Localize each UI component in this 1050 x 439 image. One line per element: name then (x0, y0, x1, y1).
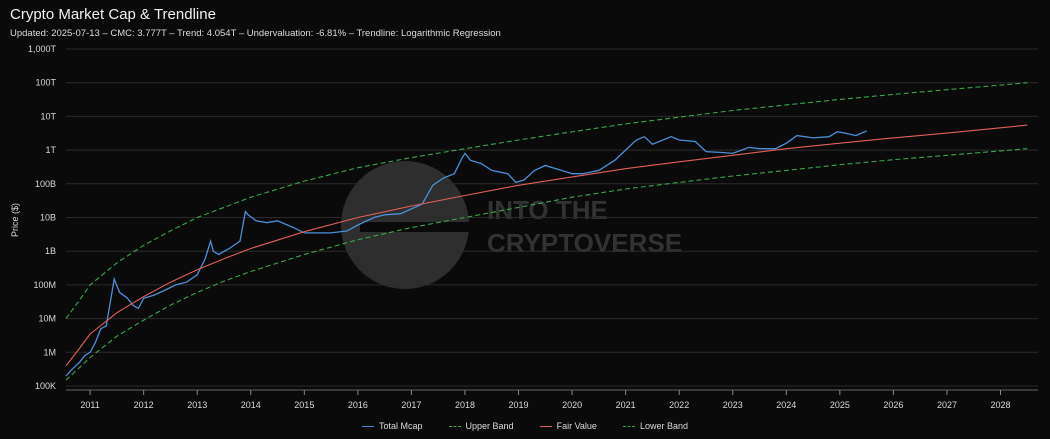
y-axis-label: Price ($) (10, 203, 20, 237)
x-tick-label: 2027 (937, 400, 957, 410)
x-tick-label: 2025 (830, 400, 850, 410)
series-lines (65, 82, 1028, 381)
y-tick-label: 1M (43, 347, 56, 357)
x-tick-label: 2011 (80, 400, 99, 410)
x-tick-label: 2028 (990, 400, 1010, 410)
y-tick-label: 100B (35, 179, 56, 189)
legend-swatch-icon (448, 425, 461, 427)
x-tick-label: 2024 (776, 400, 796, 410)
y-tick-label: 1B (45, 246, 56, 256)
chart-subtitle: Updated: 2025-07-13 – CMC: 3.777T – Tren… (10, 28, 501, 39)
watermark-text-line2: CRYPTOVERSE (487, 228, 682, 258)
x-tick-label: 2020 (562, 400, 582, 410)
x-tick-label: 2012 (134, 400, 154, 410)
y-axis-ticks: 100K 1M 10M 100M 1B 10B 100B 1T 10T 100T 1,000T (28, 44, 57, 391)
x-tick-label: 2021 (616, 400, 636, 410)
x-tick-label: 2013 (187, 400, 207, 410)
y-tick-label: 100M (33, 280, 56, 290)
chart-title: Crypto Market Cap & Trendline (10, 6, 216, 23)
y-tick-label: 10B (40, 213, 56, 223)
y-tick-label: 10T (40, 111, 56, 121)
grid-lines (66, 48, 1038, 387)
y-tick-label: 100K (35, 381, 56, 391)
y-tick-label: 1,000T (28, 44, 57, 54)
legend-label: Total Mcap (379, 421, 423, 431)
x-tick-label: 2023 (723, 400, 743, 410)
legend-item[interactable]: Fair Value (539, 421, 597, 431)
x-tick-label: 2016 (348, 400, 368, 410)
legend-swatch-icon (622, 425, 635, 427)
watermark-circle-icon (341, 161, 469, 289)
series-line-fair-value (65, 124, 1028, 367)
watermark-logo: INTO THE CRYPTOVERSE (341, 161, 682, 289)
legend-item[interactable]: Total Mcap (362, 421, 423, 431)
y-tick-label: 100T (35, 78, 56, 88)
legend-item[interactable]: Upper Band (448, 421, 514, 431)
market-cap-chart: INTO THE CRYPTOVERSE 100K1M10M100M1B10B1… (10, 44, 1038, 410)
x-tick-label: 2022 (669, 400, 689, 410)
x-tick-label: 2014 (241, 400, 261, 410)
legend-item[interactable]: Lower Band (622, 421, 688, 431)
chart-legend: Total Mcap Upper Band Fair Value Lower Band (0, 421, 1050, 431)
y-tick-label: 10M (38, 314, 56, 324)
series-line-lower-band (65, 148, 1028, 381)
legend-swatch-icon (362, 425, 374, 427)
x-tick-label: 2018 (455, 400, 475, 410)
series-line-total-mcap (65, 130, 867, 377)
y-tick-label: 1T (45, 145, 56, 155)
legend-swatch-icon (539, 425, 552, 427)
legend-label: Lower Band (639, 421, 688, 431)
legend-label: Fair Value (556, 421, 597, 431)
x-tick-label: 2015 (294, 400, 314, 410)
x-tick-label: 2026 (883, 400, 903, 410)
watermark-text-line1: INTO THE (487, 195, 608, 225)
series-line-upper-band (65, 82, 1028, 319)
x-tick-label: 2019 (509, 400, 529, 410)
legend-label: Upper Band (465, 421, 514, 431)
x-axis-ticks: 2011 2012 2013 2014 2015 2016 2017 2018 2019 2020… (66, 389, 1038, 410)
x-tick-label: 2017 (401, 400, 421, 410)
